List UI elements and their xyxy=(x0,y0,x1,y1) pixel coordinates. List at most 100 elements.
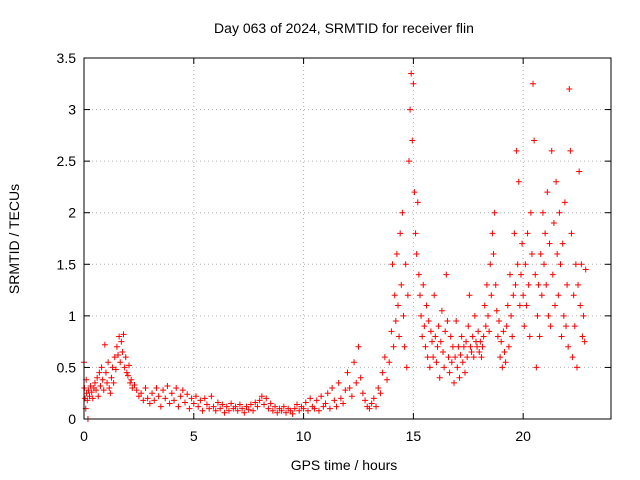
data-point xyxy=(470,354,477,361)
data-point xyxy=(498,338,505,345)
x-tick-label: 10 xyxy=(296,428,312,444)
data-point xyxy=(93,387,100,394)
data-point xyxy=(331,397,338,404)
data-point xyxy=(514,261,521,268)
data-point xyxy=(535,281,542,288)
y-tick-label: 1.5 xyxy=(57,256,77,272)
data-point xyxy=(146,400,153,407)
data-point xyxy=(440,348,447,355)
data-point xyxy=(265,405,272,412)
data-point xyxy=(120,331,127,338)
data-point xyxy=(402,261,409,268)
data-point xyxy=(526,333,533,340)
data-point xyxy=(128,376,135,383)
data-point xyxy=(89,395,96,402)
data-point xyxy=(515,178,522,185)
y-tick-label: 3 xyxy=(68,102,76,118)
data-point xyxy=(404,292,411,299)
data-point xyxy=(129,385,136,392)
data-point xyxy=(536,333,543,340)
data-point xyxy=(476,348,483,355)
data-point xyxy=(546,240,553,247)
data-point xyxy=(118,338,125,345)
data-point xyxy=(326,405,333,412)
data-point xyxy=(99,376,106,383)
data-point xyxy=(449,343,456,350)
data-point xyxy=(221,409,228,416)
data-point xyxy=(550,220,557,227)
data-point xyxy=(340,400,347,407)
data-point xyxy=(199,407,206,414)
data-point xyxy=(421,323,428,330)
data-point xyxy=(243,403,250,410)
data-point xyxy=(391,292,398,299)
data-point xyxy=(313,397,320,404)
data-point xyxy=(531,137,538,144)
data-point xyxy=(411,189,418,196)
data-point xyxy=(461,369,468,376)
data-point xyxy=(437,338,444,345)
data-point xyxy=(466,292,473,299)
data-point xyxy=(300,405,307,412)
data-point xyxy=(105,359,112,366)
data-point xyxy=(219,401,226,408)
data-point xyxy=(521,323,528,330)
data-point xyxy=(116,333,123,340)
data-point xyxy=(543,281,550,288)
data-point xyxy=(179,387,186,394)
data-point xyxy=(455,343,462,350)
data-point xyxy=(333,403,340,410)
data-point xyxy=(568,230,575,237)
data-point xyxy=(490,250,497,257)
data-point xyxy=(95,393,102,400)
data-point xyxy=(107,390,114,397)
data-point xyxy=(386,359,393,366)
data-point xyxy=(553,178,560,185)
data-point xyxy=(256,397,263,404)
data-point xyxy=(258,393,265,400)
data-point xyxy=(201,395,208,402)
data-point xyxy=(464,354,471,361)
data-point xyxy=(94,374,101,381)
data-point xyxy=(524,230,531,237)
data-point xyxy=(362,397,369,404)
data-point xyxy=(552,302,559,309)
data-point xyxy=(397,230,404,237)
data-point xyxy=(408,70,415,77)
data-point xyxy=(492,281,499,288)
data-point xyxy=(206,405,213,412)
data-point xyxy=(186,405,193,412)
data-point xyxy=(483,281,490,288)
data-point xyxy=(304,407,311,414)
data-point xyxy=(283,409,290,416)
data-point xyxy=(523,302,530,309)
data-point xyxy=(512,281,519,288)
data-point xyxy=(121,364,128,371)
data-point xyxy=(433,359,440,366)
data-point xyxy=(475,328,482,335)
data-point xyxy=(565,343,572,350)
data-point xyxy=(415,271,422,278)
data-point xyxy=(418,312,425,319)
data-point xyxy=(454,364,461,371)
data-point xyxy=(422,343,429,350)
data-point xyxy=(149,390,156,397)
data-point xyxy=(133,387,140,394)
data-point xyxy=(480,333,487,340)
data-point xyxy=(520,292,527,299)
data-point xyxy=(390,343,397,350)
data-point xyxy=(342,387,349,394)
data-point xyxy=(252,399,259,406)
data-point xyxy=(501,348,508,355)
data-point xyxy=(571,323,578,330)
data-point xyxy=(579,333,586,340)
data-point xyxy=(559,240,566,247)
data-point xyxy=(516,302,523,309)
data-point xyxy=(357,374,364,381)
data-point xyxy=(399,209,406,216)
data-point xyxy=(499,364,506,371)
data-point xyxy=(549,271,556,278)
data-point xyxy=(430,354,437,361)
data-point xyxy=(450,379,457,386)
data-point xyxy=(182,399,189,406)
